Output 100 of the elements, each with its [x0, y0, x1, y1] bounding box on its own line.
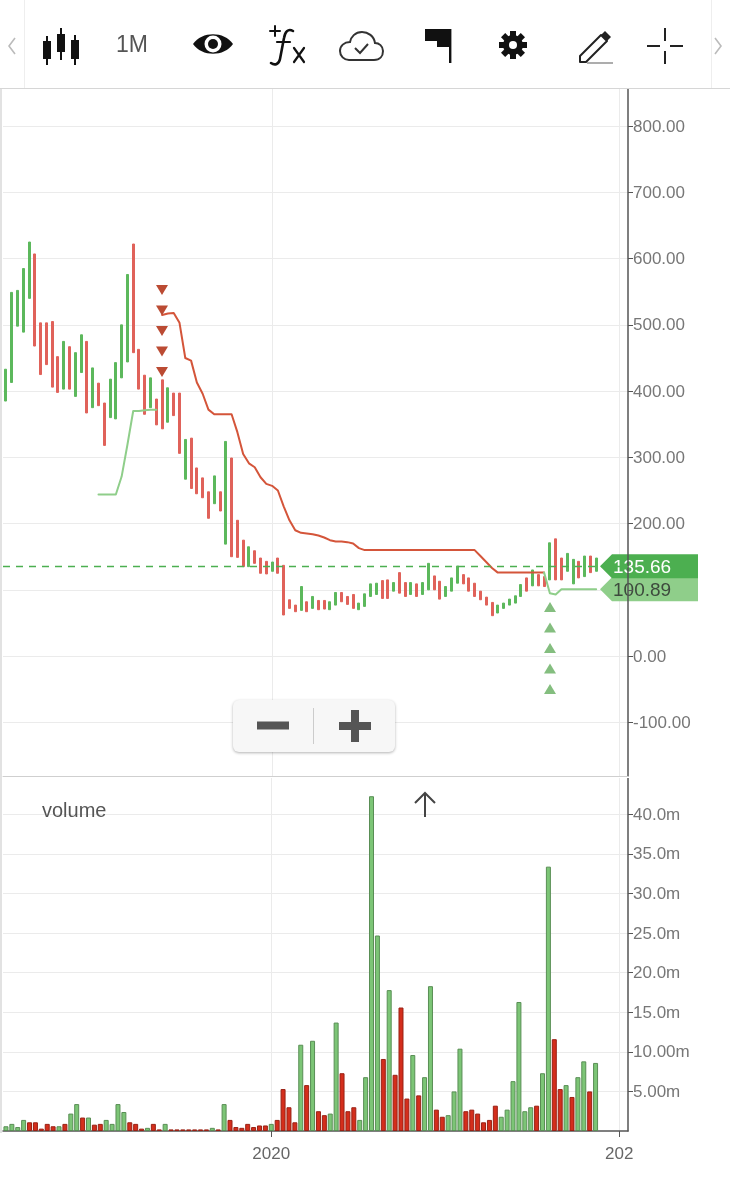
x-tick-label: 2020 — [252, 1144, 291, 1163]
candlestick — [340, 591, 343, 603]
candlestick — [427, 562, 430, 591]
bar — [534, 1105, 540, 1131]
candlestick — [502, 602, 505, 609]
bar — [310, 1040, 316, 1131]
candlestick — [572, 558, 575, 585]
bar — [62, 1123, 68, 1131]
candlestick — [357, 602, 360, 611]
candlestick — [224, 440, 227, 545]
bar — [56, 1126, 62, 1131]
candlestick — [415, 583, 418, 597]
candlestick — [265, 560, 268, 575]
candlestick — [137, 348, 140, 390]
candlestick — [16, 289, 19, 327]
candlestick — [346, 595, 349, 605]
bar — [80, 1117, 86, 1131]
candlestick — [143, 374, 146, 415]
candlestick — [508, 598, 511, 606]
candlestick — [450, 577, 453, 592]
candlestick — [392, 582, 395, 592]
candlestick — [375, 582, 378, 595]
bar — [386, 990, 392, 1131]
candlestick — [276, 557, 279, 574]
candlestick — [247, 546, 250, 568]
y-tick-label: 600.00 — [633, 249, 685, 269]
candlestick — [305, 601, 308, 613]
y-tick-label: 0.00 — [633, 646, 667, 666]
bar — [304, 1085, 310, 1131]
candlestick — [155, 398, 158, 426]
candlestick — [323, 599, 326, 610]
bar — [209, 1127, 215, 1131]
candlestick — [33, 253, 36, 347]
candlestick — [126, 274, 129, 363]
y-tick-label: 15.0m — [633, 1002, 681, 1022]
candlestick — [548, 542, 551, 581]
candlestick — [149, 377, 152, 409]
candlestick — [201, 477, 204, 499]
y-tick-label: 5.00m — [633, 1081, 681, 1101]
candlestick — [421, 582, 424, 595]
bar — [569, 1096, 575, 1131]
candlestick — [444, 586, 447, 597]
candlestick — [334, 591, 337, 606]
candlestick — [120, 324, 123, 379]
bar — [268, 1123, 274, 1131]
candlestick — [132, 243, 135, 354]
candlestick — [4, 368, 7, 402]
candlestick — [190, 437, 193, 489]
candlestick — [195, 467, 198, 495]
candlestick — [178, 392, 181, 454]
candlestick — [103, 402, 106, 446]
candlestick — [62, 340, 65, 390]
bar — [416, 1095, 422, 1131]
candlestick — [386, 579, 389, 599]
y-tick-label: 20.0m — [633, 963, 681, 983]
candlestick — [537, 574, 540, 587]
text: volume — [42, 799, 107, 821]
candlestick — [381, 580, 384, 599]
y-tick-label: 10.00m — [633, 1042, 690, 1062]
candlestick — [259, 557, 262, 574]
candlestick — [589, 555, 592, 574]
candlestick — [230, 457, 233, 558]
y-tick-label: 30.0m — [633, 884, 681, 904]
candlestick — [485, 596, 488, 606]
candlestick — [595, 557, 598, 572]
candlestick — [282, 564, 285, 616]
candlestick — [566, 552, 569, 572]
bar — [298, 1044, 304, 1131]
candlestick — [398, 572, 401, 594]
candlestick — [242, 539, 245, 568]
candlestick — [577, 560, 580, 579]
candlestick — [294, 604, 297, 613]
candlestick — [74, 352, 77, 397]
candlestick — [28, 241, 31, 299]
bar — [563, 1085, 569, 1131]
candlestick — [213, 475, 216, 505]
candlestick — [554, 538, 557, 581]
candlestick — [172, 392, 175, 417]
candlestick — [560, 557, 563, 581]
ref-line-label: 135.66 — [613, 555, 672, 577]
candlestick — [219, 491, 222, 512]
candlestick — [39, 322, 42, 376]
bar — [86, 1117, 91, 1131]
candlestick — [496, 604, 499, 614]
y-tick-label: -100.00 — [633, 712, 691, 732]
candlestick — [409, 582, 412, 595]
candlestick — [479, 590, 482, 601]
y-tick-label: 200.00 — [633, 514, 685, 534]
candlestick — [404, 582, 407, 597]
candlestick — [473, 582, 476, 597]
candlestick — [311, 595, 314, 609]
y-tick-label: 500.00 — [633, 315, 685, 335]
candlestick — [166, 387, 169, 423]
toolbar: 1M — [0, 0, 730, 89]
candlestick — [80, 334, 83, 374]
candlestick — [462, 574, 465, 585]
candlestick — [491, 601, 494, 617]
candlestick — [328, 601, 331, 611]
candlestick — [300, 586, 303, 611]
y-tick-label: 800.00 — [633, 116, 685, 136]
